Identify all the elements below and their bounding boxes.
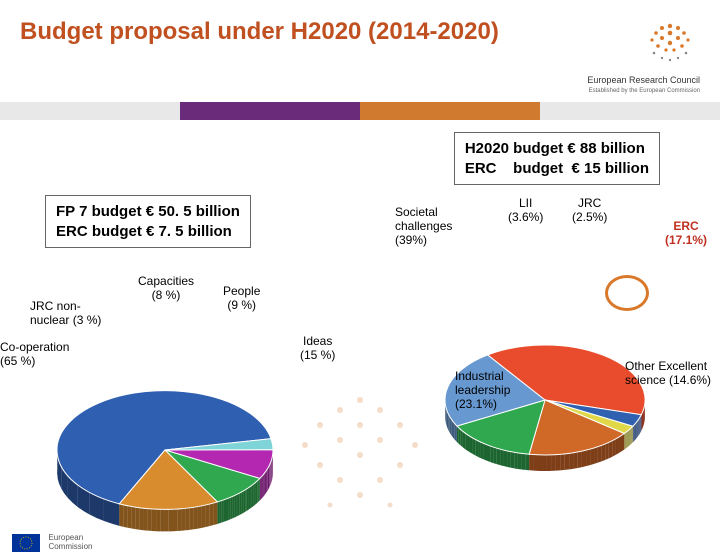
- erc-highlight-ring: [605, 275, 649, 311]
- h2020-label-societal: Societalchallenges(39%): [395, 206, 452, 247]
- erc-logo-icon: [640, 18, 700, 68]
- fp7-label-ideas: Ideas(15 %): [300, 335, 335, 363]
- h2020-label-jrc2: JRC(2.5%): [572, 197, 607, 225]
- erc-logo-tagline: Established by the European Commission: [587, 88, 700, 94]
- h2020-label-other: Other Excellentscience (14.6%): [625, 360, 711, 388]
- ec-logo-text: EuropeanCommission: [48, 534, 92, 552]
- h2020-label-ind: Industrialleadership(23.1%): [455, 370, 510, 411]
- h2020-label-erc: ERC(17.1%): [665, 220, 707, 248]
- color-stripe: [0, 102, 720, 120]
- slide-title: Budget proposal under H2020 (2014-2020): [20, 18, 499, 46]
- fp7-label-jrc: JRC non-nuclear (3 %): [30, 300, 101, 328]
- fp7-label-people: People(9 %): [223, 285, 260, 313]
- erc-logo: European Research Council Established by…: [587, 18, 700, 94]
- ec-logo: EuropeanCommission: [12, 534, 92, 552]
- h2020-label-lii: LII(3.6%): [508, 197, 543, 225]
- fp7-label-coop: Co-operation(65 %): [0, 341, 69, 369]
- erc-logo-text: European Research Council: [587, 75, 700, 85]
- eu-flag-icon: [12, 534, 40, 552]
- h2020-pie-chart: [360, 120, 720, 560]
- fp7-label-capacities: Capacities(8 %): [138, 275, 194, 303]
- content-area: H2020 budget € 88 billion ERC budget € 1…: [0, 120, 720, 560]
